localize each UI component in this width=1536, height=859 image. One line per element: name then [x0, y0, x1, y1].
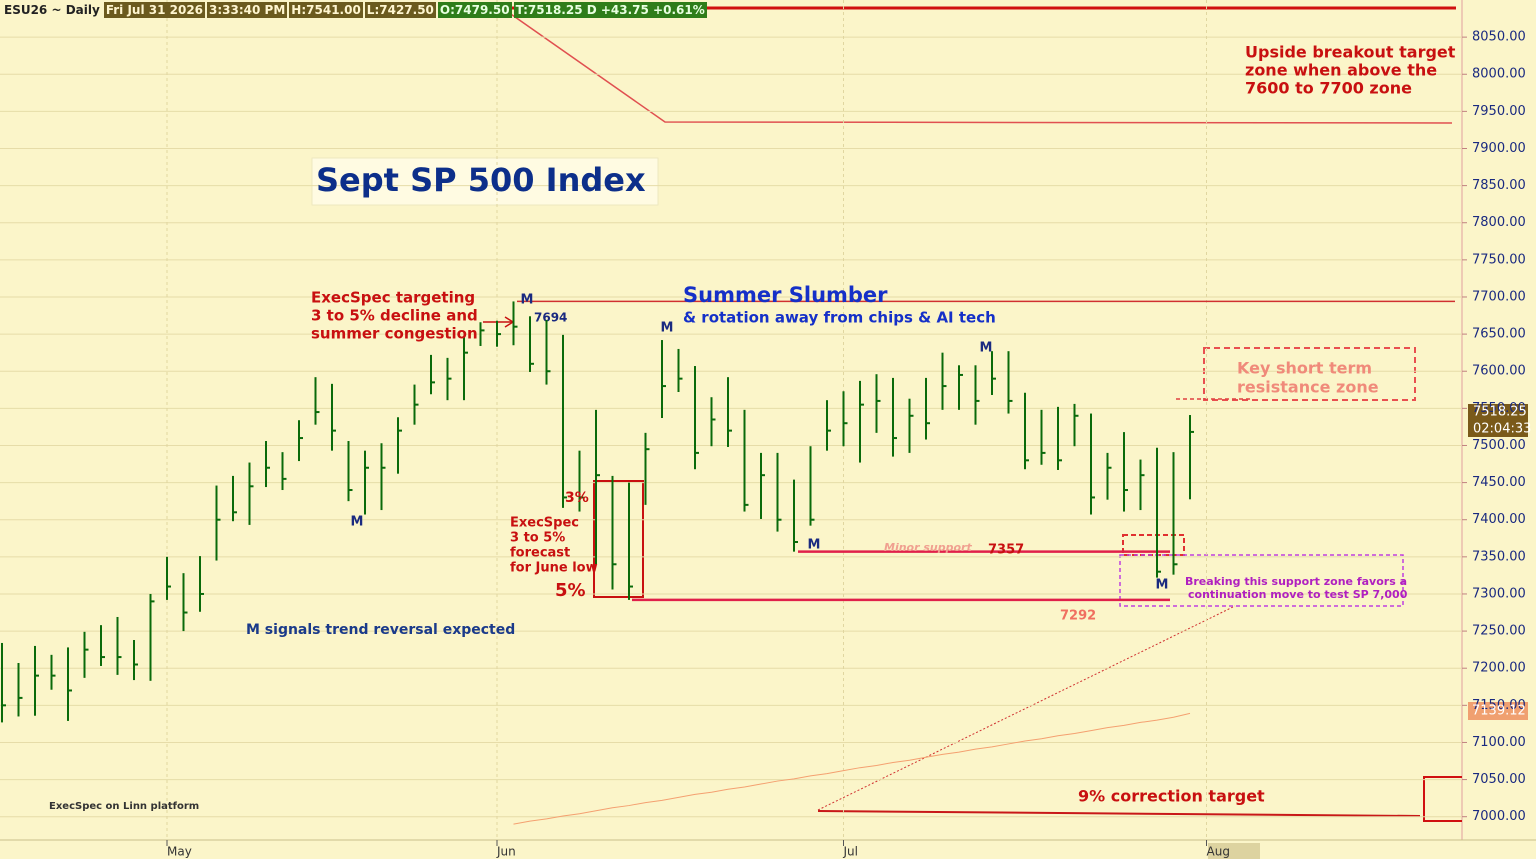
target-bracket — [1423, 776, 1462, 822]
annotation: Breaking this support zone favors a — [1185, 575, 1407, 588]
y-tick-label: 7350.00 — [1472, 549, 1526, 564]
y-tick-label: 7700.00 — [1472, 289, 1526, 304]
ma-tag — [1468, 702, 1528, 720]
annotation: for June low — [510, 561, 598, 576]
open: O:7479.50 — [437, 2, 512, 18]
signal: M — [1156, 578, 1169, 593]
low: L:7427.50 — [364, 2, 436, 18]
annotation: summer congestion — [311, 325, 478, 343]
x-tick-label: May — [167, 845, 192, 859]
y-tick-label: 7150.00 — [1472, 698, 1526, 713]
dotted-trendline — [817, 605, 1236, 811]
annotation: Sept SP 500 Index — [316, 161, 646, 199]
annotation: ExecSpec on Linn platform — [49, 801, 199, 812]
resistance-box — [1203, 347, 1416, 401]
level-label: 7357 — [988, 543, 1024, 558]
annotation: forecast — [510, 546, 570, 561]
ma-last: 7139.12 — [1472, 704, 1526, 719]
annotation: 3 to 5% — [510, 531, 565, 546]
y-tick-label: 7650.00 — [1472, 327, 1526, 342]
annotation: ExecSpec targeting — [311, 289, 475, 307]
trendline — [504, 9, 1453, 124]
y-tick-label: 7300.00 — [1472, 586, 1526, 601]
y-tick-label: 7800.00 — [1472, 215, 1526, 230]
y-tick-label: 7400.00 — [1472, 512, 1526, 527]
annotation: 3 to 5% decline and — [311, 307, 478, 325]
title-box — [311, 157, 659, 206]
annotation: 5% — [555, 580, 586, 601]
x-tick-label: Jun — [496, 845, 516, 859]
breakdown-box — [1119, 554, 1404, 607]
support-box — [1122, 534, 1185, 556]
annotation: 7600 to 7700 zone — [1245, 79, 1412, 98]
time: 3:33:40 PM — [207, 2, 288, 18]
high: H:7541.00 — [289, 2, 363, 18]
y-tick-label: 7050.00 — [1472, 772, 1526, 787]
signal: M — [980, 341, 993, 356]
symbol: ESU26 ~ Daily — [4, 3, 100, 17]
annotation: zone when above the — [1245, 61, 1437, 80]
y-tick-label: 7450.00 — [1472, 475, 1526, 490]
annotation: ExecSpec — [510, 516, 579, 531]
y-tick-label: 7950.00 — [1472, 104, 1526, 119]
signal: M — [351, 515, 364, 530]
y-tick-label: 8000.00 — [1472, 67, 1526, 82]
x-tick-label: Aug — [1207, 845, 1230, 859]
annotation: resistance zone — [1237, 378, 1379, 397]
moving-average — [513, 712, 1191, 825]
annotation: & rotation away from chips & AI tech — [683, 309, 996, 327]
annotation: continuation move to test SP 7,000 — [1188, 588, 1408, 601]
header: ESU26 ~ Daily Fri Jul 31 2026 3:33:40 PM… — [2, 2, 707, 18]
level-label: 7292 — [1060, 609, 1096, 624]
y-tick-label: 7250.00 — [1472, 624, 1526, 639]
y-tick-label: 7900.00 — [1472, 141, 1526, 156]
last: T:7518.25 D +43.75 +0.61% — [513, 2, 707, 18]
month-highlight — [1208, 843, 1260, 859]
annotation: 3% — [565, 490, 589, 506]
y-tick-label: 7000.00 — [1472, 809, 1526, 824]
y-tick-label: 7750.00 — [1472, 252, 1526, 267]
signal: M — [661, 321, 674, 336]
countdown: 02:04:33 — [1473, 422, 1531, 437]
date: Fri Jul 31 2026 — [103, 2, 206, 18]
y-tick-label: 7200.00 — [1472, 661, 1526, 676]
y-tick-label: 7550.00 — [1472, 401, 1526, 416]
y-tick-label: 7500.00 — [1472, 438, 1526, 453]
forecast-box — [593, 480, 644, 598]
annotation: Upside breakout target — [1245, 43, 1456, 62]
annotation: M signals trend reversal expected — [246, 622, 515, 638]
y-tick-label: 8050.00 — [1472, 30, 1526, 45]
signal: M — [808, 538, 821, 553]
annotation: Summer Slumber — [683, 283, 888, 307]
level-label: 7694 — [534, 311, 567, 325]
signal: M — [521, 293, 534, 308]
y-tick-label: 7850.00 — [1472, 178, 1526, 193]
y-tick-label: 7100.00 — [1472, 735, 1526, 750]
target-line — [817, 810, 1421, 817]
price-tag — [1468, 404, 1528, 437]
annotation: Key short term — [1237, 359, 1372, 378]
y-tick-label: 7600.00 — [1472, 364, 1526, 379]
annotation: Minor support — [884, 541, 972, 554]
last-price: 7518.25 — [1473, 405, 1527, 420]
x-tick-label: Jul — [843, 845, 858, 859]
annotation: 9% correction target — [1078, 787, 1265, 806]
